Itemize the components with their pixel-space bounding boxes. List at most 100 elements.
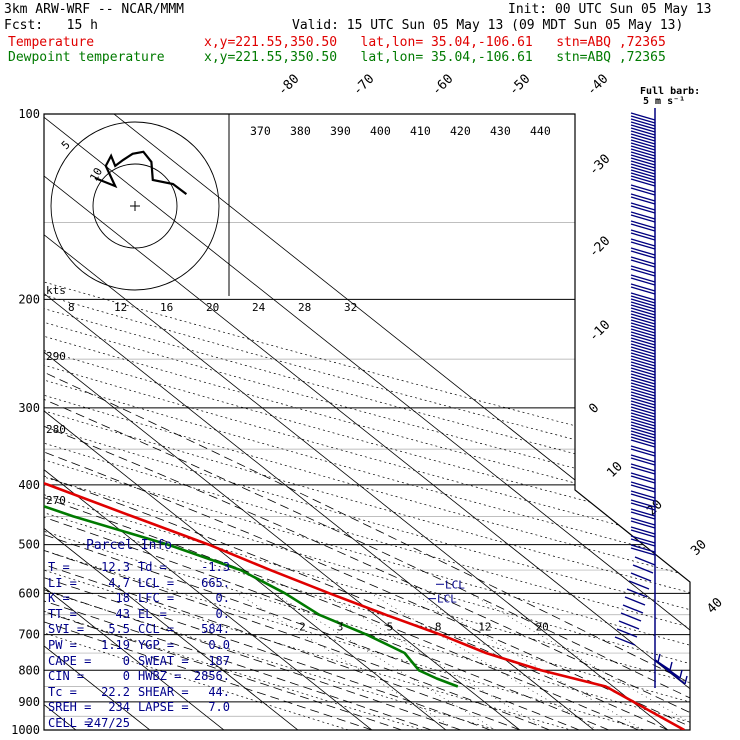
dry-adiabat [44, 114, 690, 730]
wind-barb [630, 205, 656, 214]
wind-barb [630, 202, 656, 211]
wind-barb [630, 535, 656, 544]
parcel-value: 18 [115, 591, 130, 606]
isotherm-label: -50 [506, 72, 533, 99]
wind-barb [630, 343, 656, 352]
wind-barb [630, 490, 656, 499]
wind-barb [630, 484, 656, 493]
mixing-ratio-label: 5 [387, 621, 394, 634]
mixing-ratio-line [274, 593, 496, 730]
dry-adiabat [44, 114, 690, 730]
parcel-key: SREH = [48, 700, 92, 715]
wind-barb [630, 139, 656, 148]
wind-barb [616, 628, 638, 638]
wind-barb [630, 154, 656, 163]
mixing-ratio-label: 8 [435, 621, 442, 634]
wind-barb [630, 427, 656, 436]
moist-adiabat [44, 312, 580, 730]
wind-barb [630, 379, 656, 388]
moist-adiabat [44, 312, 690, 730]
wind-barb [630, 397, 656, 406]
wind-barb [626, 588, 648, 598]
wind-barb [630, 196, 656, 205]
wind-barb [630, 151, 656, 160]
wind-barb [630, 115, 656, 124]
wind-barb [630, 259, 656, 268]
theta-label: 390 [330, 124, 351, 138]
wind-barb [630, 520, 656, 529]
parcel-value: 43 [115, 606, 130, 621]
wind-barb [630, 547, 656, 556]
dry-adiabat [44, 114, 690, 730]
isotherm-label: 10 [604, 459, 626, 481]
thetae-label: 270 [46, 494, 66, 507]
parcel-key: CIN = [48, 669, 85, 684]
dewpoint-legend: Dewpoint temperature [8, 50, 165, 65]
hodograph: 10 5 [50, 114, 230, 296]
wind-barb [630, 223, 656, 232]
parcel-row: SVI = 5.5 CCL = 584. [48, 622, 230, 638]
wind-barb [630, 292, 656, 301]
wind-barb [630, 454, 656, 463]
mixing-ratio-line [323, 593, 548, 730]
wind-barb [630, 346, 656, 355]
wind-barb [630, 412, 656, 421]
wind-barb [630, 400, 656, 409]
parcel-row: LI = 4.7 LCL = 665. [48, 576, 230, 592]
wind-barb [630, 367, 656, 376]
wind-barb [630, 481, 656, 490]
parcel-value: 187 [208, 653, 230, 668]
parcel-value: 247/25 [86, 716, 130, 730]
isotherm [44, 114, 537, 730]
isotherm [44, 114, 611, 730]
wind-barb [630, 463, 656, 472]
dry-adiabat [44, 114, 690, 730]
wind-barb [630, 256, 656, 265]
wind-barb [669, 661, 673, 671]
hodo-ring [50, 121, 220, 291]
wind-barb [630, 136, 656, 145]
pressure-label: 1000 [11, 723, 40, 737]
wind-barb [630, 130, 656, 139]
wind-barb [630, 517, 656, 526]
pressure-label: 700 [18, 628, 40, 642]
dewpoint-profile [44, 114, 459, 688]
moist-adiabat [44, 312, 461, 730]
moist-adiabat [44, 312, 550, 730]
mixing-ratio-label: 3 [337, 621, 344, 634]
temperature-profile [44, 114, 685, 730]
parcel-key: PW = [48, 638, 77, 652]
wind-barb [630, 313, 656, 322]
parcel-row: CELL =247/25 [48, 716, 230, 732]
wind-barb [630, 421, 656, 430]
wind-barb [630, 250, 656, 259]
pressure-label: 200 [18, 292, 40, 306]
parcel-key: Tc = [48, 684, 77, 699]
pressure-label: 100 [18, 107, 40, 121]
parcel-key: CCL = [138, 622, 175, 637]
parcel-key: TT = [48, 606, 77, 621]
isotherm-label: -30 [586, 152, 613, 179]
parcel-row: T = 12.3 Td = -1.3 [48, 560, 230, 576]
sounding-profiles [44, 114, 685, 730]
parcel-row: CIN = 0 HWBZ = 2856. [48, 669, 230, 685]
thetae-label: 280 [46, 423, 66, 436]
wind-barb [630, 475, 656, 484]
wind-barb [630, 358, 656, 367]
wind-barb [630, 502, 656, 511]
wind-barb [630, 409, 656, 418]
parcel-key: LFC = [138, 591, 175, 606]
wind-barb [630, 572, 652, 582]
wind-barb [630, 382, 656, 391]
wind-barb [630, 376, 656, 385]
parcel-value: 12.3 [101, 560, 130, 574]
hodo-speed-label: 12 [114, 301, 127, 314]
wind-barb [630, 436, 656, 445]
thermo-grid [44, 114, 690, 730]
mixing-ratio-label: 20 [536, 621, 549, 634]
wind-barb [679, 669, 683, 679]
lcl-label: LCL [437, 593, 457, 606]
parcel-value: 5.5 [108, 622, 130, 637]
parcel-value: 0. [215, 606, 230, 621]
theta-label: 420 [450, 124, 471, 138]
